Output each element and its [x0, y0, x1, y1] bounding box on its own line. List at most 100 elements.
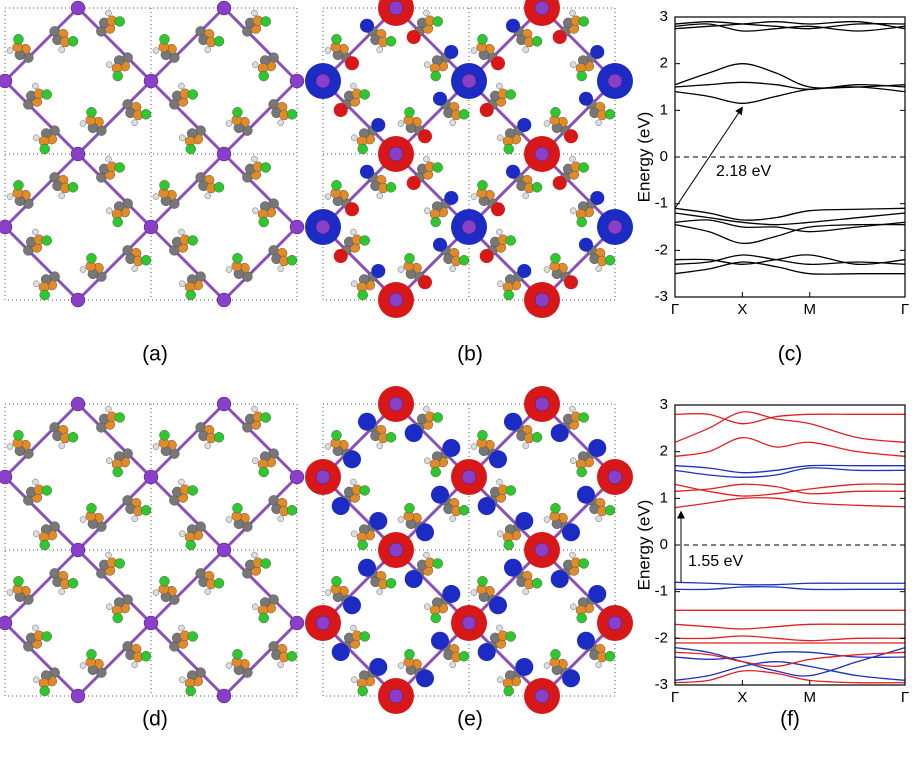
atom — [423, 155, 430, 163]
atom — [6, 443, 14, 450]
atom — [357, 289, 368, 301]
atom — [505, 89, 516, 100]
atom — [477, 430, 488, 441]
x-tick-label: Γ — [901, 301, 909, 318]
metal-atom — [70, 292, 86, 308]
atom — [33, 676, 40, 683]
metal-atom — [607, 615, 623, 631]
metal-atom — [461, 469, 477, 485]
bond — [222, 548, 299, 625]
atom — [424, 603, 431, 610]
atom — [423, 9, 430, 17]
metal-atom — [315, 615, 331, 631]
density-lobe — [505, 164, 520, 179]
atom — [470, 443, 478, 450]
atom — [324, 589, 332, 596]
atom — [357, 143, 368, 155]
density-lobe — [359, 18, 374, 33]
metal-atom — [388, 396, 404, 412]
atom — [449, 119, 456, 126]
band-line — [674, 411, 906, 443]
atom — [86, 107, 97, 118]
atom — [604, 505, 616, 516]
metal-atom — [0, 615, 13, 631]
atom — [570, 603, 577, 610]
atom — [140, 505, 152, 516]
metal-atom — [289, 615, 305, 631]
atom — [324, 47, 332, 54]
atom — [432, 162, 443, 173]
atom — [505, 631, 516, 642]
atom — [376, 588, 383, 595]
atom — [114, 16, 125, 27]
atom — [204, 588, 211, 595]
metal-atom — [315, 73, 331, 89]
atom — [576, 466, 587, 478]
atom — [187, 89, 198, 100]
atom — [503, 143, 514, 155]
band-line — [674, 23, 906, 32]
atom — [543, 516, 551, 523]
metal-atom — [70, 542, 86, 558]
atom — [376, 192, 383, 199]
band-line — [674, 207, 906, 221]
metal-atom — [607, 219, 623, 235]
density-lobe — [418, 129, 433, 144]
atom — [570, 207, 577, 214]
panel-label: (c) — [778, 343, 803, 366]
bond — [76, 621, 153, 698]
atom — [505, 235, 516, 246]
atom — [531, 36, 543, 47]
atom — [67, 432, 79, 443]
panel-label: (d) — [142, 708, 168, 731]
atom — [252, 207, 259, 214]
density-lobe — [477, 497, 496, 516]
atom — [286, 505, 298, 516]
band-line — [674, 412, 905, 425]
density-lobe — [331, 497, 350, 516]
atom — [522, 588, 529, 595]
atom — [112, 612, 123, 624]
atom — [470, 47, 478, 54]
atom — [458, 505, 470, 516]
band-line — [674, 464, 905, 474]
atom — [496, 82, 503, 90]
metal-atom — [388, 146, 404, 162]
atom — [79, 662, 87, 669]
atom — [385, 432, 397, 443]
atom — [543, 120, 551, 127]
bond — [3, 475, 80, 552]
metal-atom — [534, 292, 550, 308]
atom — [376, 442, 383, 449]
y-tick-label: -3 — [655, 288, 668, 305]
atom — [543, 266, 551, 273]
atom — [179, 134, 186, 141]
atom — [404, 253, 415, 264]
atom — [595, 661, 602, 668]
density-lobe — [517, 263, 532, 278]
atom — [331, 180, 342, 191]
atom — [260, 412, 271, 423]
atom — [79, 266, 87, 273]
atom — [470, 193, 478, 200]
atom — [252, 61, 259, 68]
metal-atom — [388, 292, 404, 308]
metal-atom — [534, 396, 550, 412]
metal-atom — [143, 219, 159, 235]
atom — [324, 443, 332, 450]
atom — [531, 432, 543, 443]
density-lobe — [562, 523, 581, 542]
atom — [185, 539, 196, 551]
metal-atom — [70, 688, 86, 704]
atom — [204, 192, 211, 199]
band-line — [674, 483, 906, 497]
atom — [32, 228, 39, 236]
metal-atom — [0, 73, 13, 89]
density-lobe — [416, 669, 435, 688]
atom — [470, 589, 478, 596]
density-lobe — [343, 596, 362, 615]
atom — [550, 107, 561, 118]
density-lobe — [430, 485, 449, 504]
band-line — [674, 86, 906, 104]
density-lobe — [333, 103, 348, 118]
